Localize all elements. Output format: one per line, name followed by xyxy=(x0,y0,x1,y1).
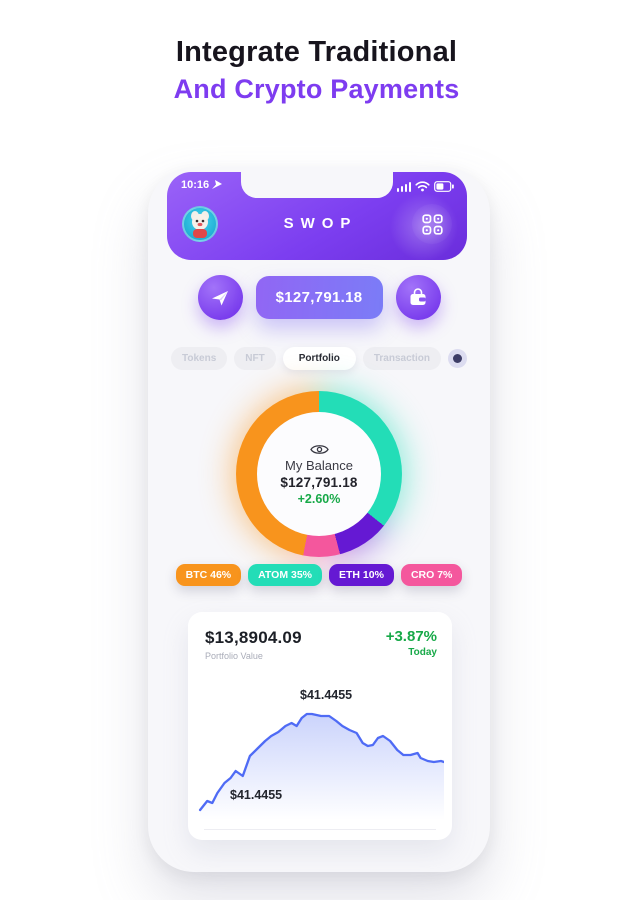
allocation-donut-chart: My Balance $127,791.18 +2.60% xyxy=(232,387,406,561)
portfolio-value-caption: Portfolio Value xyxy=(205,651,263,661)
hero-title-line1: Integrate Traditional xyxy=(175,36,458,68)
card-divider xyxy=(204,829,436,830)
portfolio-card: $13,8904.09 Portfolio Value +3.87% Today xyxy=(188,612,452,840)
donut-center: My Balance $127,791.18 +2.60% xyxy=(257,412,381,536)
tabs-more-button[interactable] xyxy=(447,349,467,368)
balance-label: My Balance xyxy=(285,457,353,473)
battery-icon xyxy=(434,181,454,192)
balance-amount[interactable]: $127,791.18 xyxy=(255,276,383,319)
peak-price-label: $41.4455 xyxy=(300,688,353,702)
tab-bar: Tokens NFT Portfolio Transaction xyxy=(148,347,490,370)
status-bar-right xyxy=(396,181,455,192)
eye-icon[interactable] xyxy=(309,443,329,456)
qr-scan-button[interactable] xyxy=(412,204,452,244)
tab-transaction[interactable]: Transaction xyxy=(362,347,441,370)
legend-badge-atom[interactable]: ATOM 35% xyxy=(248,564,322,586)
avatar[interactable] xyxy=(182,206,218,242)
portfolio-change-caption: Today xyxy=(408,647,437,658)
portfolio-value: $13,8904.09 xyxy=(205,628,302,647)
status-bar-left: 10:16 xyxy=(181,179,223,191)
app-title: SWOP xyxy=(283,215,358,232)
wifi-icon xyxy=(415,181,430,192)
hero-title-line2: And Crypto Payments xyxy=(173,73,460,104)
header-glow xyxy=(387,190,461,260)
tab-nft[interactable]: NFT xyxy=(234,347,276,370)
balance-row: $127,791.18 xyxy=(148,275,490,320)
avatar-character-icon xyxy=(191,211,209,238)
allocation-legend: BTC 46% ATOM 35% ETH 10% CRO 7% xyxy=(148,564,490,586)
price-line-chart: $41.4455 $41.4455 xyxy=(194,688,444,820)
phone-mockup: 10:16 xyxy=(148,167,490,872)
paper-plane-icon xyxy=(212,290,228,305)
qr-scan-icon xyxy=(421,213,443,235)
price-chart-svg xyxy=(198,712,444,820)
tab-portfolio[interactable]: Portfolio xyxy=(282,347,356,370)
low-price-label: $41.4455 xyxy=(230,788,283,802)
more-dot-icon xyxy=(452,354,462,363)
balance-value: $127,791.18 xyxy=(280,474,358,490)
legend-badge-btc[interactable]: BTC 46% xyxy=(175,564,242,586)
portfolio-change: +3.87% xyxy=(385,628,437,645)
hero-title: Integrate Traditional And Crypto Payment… xyxy=(0,34,633,107)
status-time: 10:16 xyxy=(181,179,210,191)
wallet-icon xyxy=(410,287,426,305)
portfolio-change-block: +3.87% Today xyxy=(386,628,437,661)
price-area xyxy=(200,714,444,820)
phone-notch xyxy=(241,172,393,198)
wallet-button[interactable] xyxy=(395,275,441,320)
tab-tokens[interactable]: Tokens xyxy=(171,347,228,370)
location-icon xyxy=(212,180,223,189)
app-header: 10:16 xyxy=(167,172,467,260)
signal-icon xyxy=(396,181,411,192)
legend-badge-cro[interactable]: CRO 7% xyxy=(400,564,463,586)
legend-badge-eth[interactable]: ETH 10% xyxy=(329,564,394,586)
send-button[interactable] xyxy=(197,275,243,320)
balance-change: +2.60% xyxy=(297,491,341,506)
portfolio-value-block: $13,8904.09 Portfolio Value xyxy=(205,628,302,661)
price-line xyxy=(198,712,444,812)
